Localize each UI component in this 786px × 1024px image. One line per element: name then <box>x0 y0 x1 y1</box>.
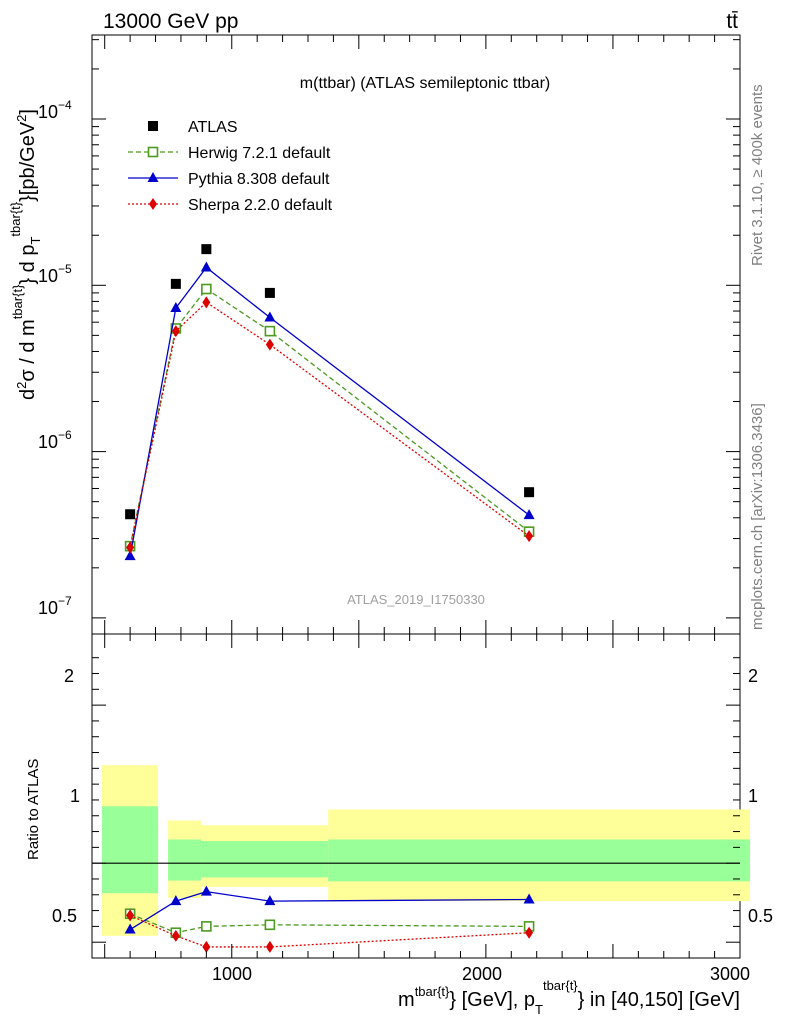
ratio-ytick-label-left: 2 <box>64 666 74 686</box>
legend: ATLAS Herwig 7.2.1 default Pythia 8.308 de… <box>128 119 333 214</box>
main-data-point <box>171 325 180 338</box>
main-series-line <box>129 288 530 547</box>
main-series <box>124 244 535 561</box>
xtick-label: 1000 <box>212 964 252 984</box>
xtick-label: 2000 <box>462 964 502 984</box>
ratio-axes-ticks <box>92 657 740 943</box>
main-data-point <box>201 244 212 255</box>
main-ytick-label: 10−6 <box>38 428 72 452</box>
ratio-data-point <box>525 926 534 939</box>
ratio-ylabel: Ratio to ATLAS <box>25 759 42 860</box>
main-data-point <box>264 311 276 322</box>
ratio-data-point <box>200 885 212 896</box>
ratio-data-point <box>523 893 535 904</box>
main-data-point <box>124 550 136 561</box>
ratio-band-green <box>168 839 202 881</box>
ratio-data-point <box>126 909 135 922</box>
xtick-labels: 1000 2000 3000 <box>212 964 750 984</box>
ratio-data-point <box>170 895 182 906</box>
ratio-band-green <box>328 839 750 882</box>
main-data-point <box>126 541 135 554</box>
main-data-point <box>170 278 181 289</box>
ratio-panel-frame <box>91 633 741 959</box>
main-ytick-label: 10−7 <box>38 594 72 618</box>
ratio-data-point <box>201 921 212 932</box>
legend-label: ATLAS <box>188 119 238 136</box>
legend-label: Herwig 7.2.1 default <box>188 145 331 162</box>
main-data-point <box>264 325 276 337</box>
ratio-data-point <box>264 895 276 906</box>
ratio-series-line <box>129 914 530 948</box>
main-data-point <box>265 338 274 351</box>
ratio-data-point <box>264 919 276 931</box>
main-data-point <box>201 283 212 295</box>
main-data-point <box>264 287 275 298</box>
ratio-series <box>124 885 535 953</box>
main-data-point <box>202 296 211 309</box>
legend-label: Pythia 8.308 default <box>188 171 330 188</box>
main-series-line <box>129 266 530 557</box>
main-data-point <box>200 261 212 272</box>
legend-marker <box>149 198 157 210</box>
main-ytick-labels: 10−7 10−6 10−5 10−4 <box>38 98 72 618</box>
ratio-ytick-label-left: 0.5 <box>52 906 77 926</box>
ratio-bands <box>92 765 750 936</box>
side-text-mcplots: mcplots.cern.ch [arXiv:1306.3436] <box>749 403 766 630</box>
main-ylabel: d2σ / d mtbar{t}} d pTtbar{t}}[pb/GeV2] <box>8 109 43 400</box>
ratio-data-point <box>202 940 211 953</box>
ratio-series-line <box>129 913 530 934</box>
ratio-ytick-labels: 2 1 0.5 2 1 0.5 <box>52 666 773 926</box>
plot-title: m(ttbar) (ATLAS semileptonic ttbar) <box>300 75 550 92</box>
ratio-band-green <box>102 806 159 894</box>
main-data-point <box>525 530 534 543</box>
legend-label: Sherpa 2.2.0 default <box>188 197 333 214</box>
ratio-ytick-label-left: 1 <box>70 786 80 806</box>
ratio-band-green <box>201 841 329 878</box>
side-text-rivet: Rivet 3.1.10, ≥ 400k events <box>749 84 766 266</box>
ratio-data-point <box>171 929 180 942</box>
ratio-ytick-label-right: 1 <box>748 786 758 806</box>
main-data-point <box>125 509 136 520</box>
ratio-ytick-label-right: 0.5 <box>748 906 773 926</box>
main-series-line <box>129 301 530 548</box>
energy-label: 13000 GeV pp <box>103 10 238 33</box>
ratio-data-point <box>265 940 274 953</box>
ratio-data-point <box>124 923 136 934</box>
xtick-label: 3000 <box>710 964 750 984</box>
main-axes-ticks <box>92 35 741 958</box>
main-data-point <box>523 509 535 520</box>
main-data-point <box>170 302 182 313</box>
analysis-id: ATLAS_2019_I1750330 <box>347 592 485 607</box>
xlabel: mtbar{t}} [GeV], pTtbar{t}} in [40,150] … <box>398 978 740 1017</box>
legend-marker <box>148 121 158 131</box>
legend-marker <box>147 172 159 182</box>
main-ytick-label: 10−4 <box>38 98 72 122</box>
process-label: tt̄ <box>726 10 738 33</box>
ratio-ytick-label-right: 2 <box>748 666 758 686</box>
main-ytick-label: 10−5 <box>38 262 72 286</box>
legend-marker <box>147 146 159 158</box>
main-data-point <box>524 487 535 498</box>
